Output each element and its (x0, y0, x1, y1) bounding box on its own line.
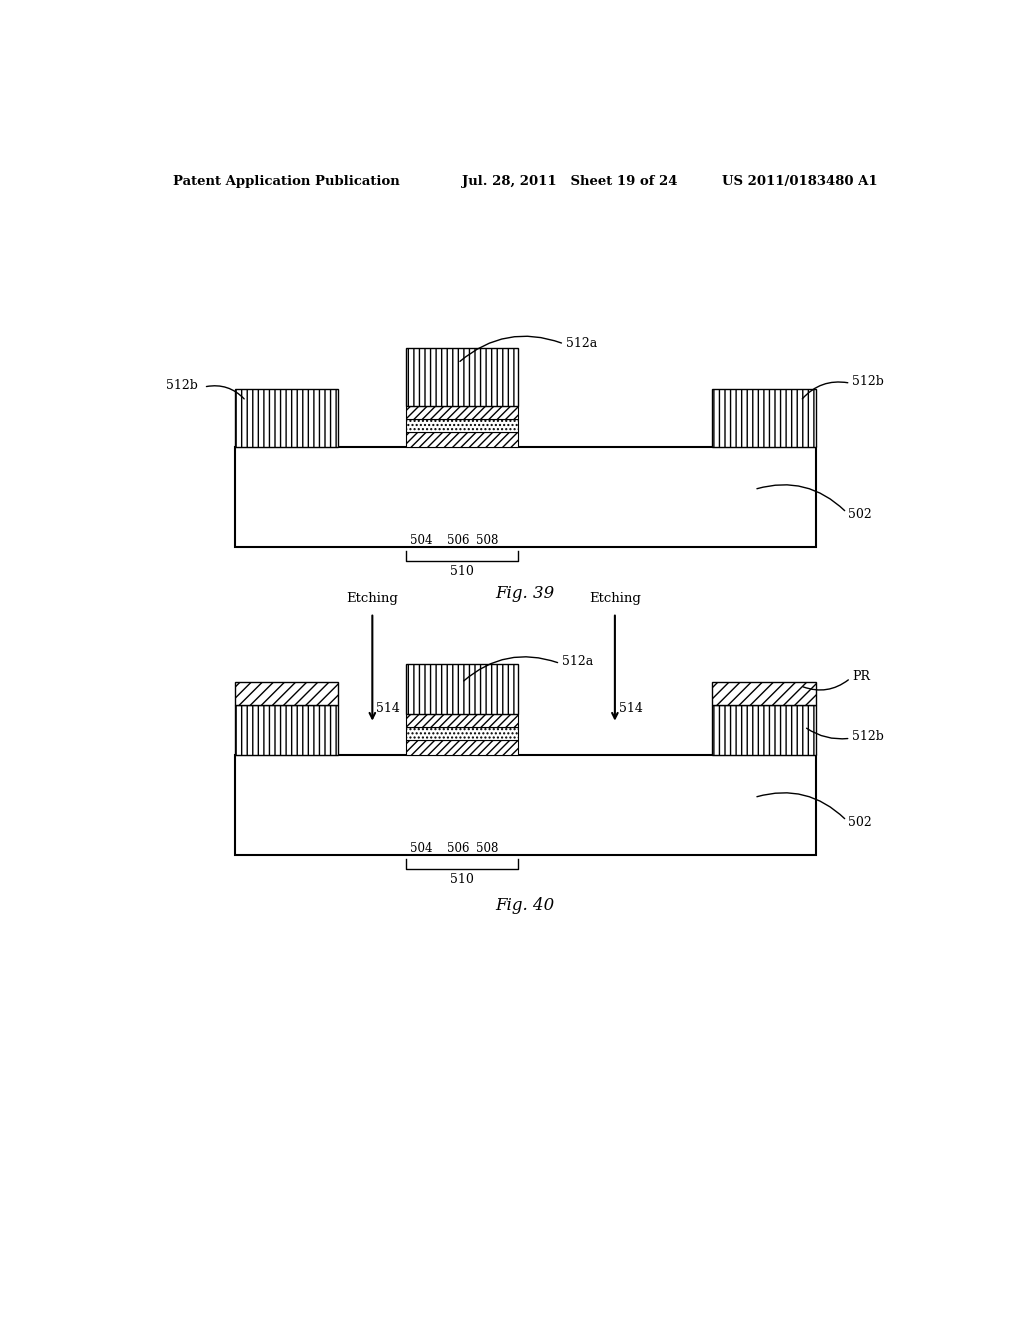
Text: Jul. 28, 2011   Sheet 19 of 24: Jul. 28, 2011 Sheet 19 of 24 (462, 176, 677, 187)
Text: 502: 502 (848, 816, 872, 829)
Text: 506: 506 (446, 535, 469, 548)
Text: 508: 508 (475, 535, 498, 548)
Bar (407, 432, 518, 447)
Text: 512a: 512a (565, 338, 597, 351)
Text: 510: 510 (450, 873, 473, 886)
Text: 502: 502 (848, 508, 872, 520)
Bar (407, 348, 518, 405)
Bar (712, 682, 816, 705)
Text: Patent Application Publication: Patent Application Publication (173, 176, 399, 187)
Text: 512b: 512b (852, 730, 884, 743)
Bar (407, 664, 518, 714)
Text: 514: 514 (618, 702, 643, 714)
Text: 504: 504 (410, 842, 432, 855)
Text: Etching: Etching (589, 591, 641, 605)
Text: 506: 506 (446, 842, 469, 855)
Bar (234, 447, 816, 548)
Bar (407, 420, 518, 432)
Text: 510: 510 (450, 565, 473, 578)
Text: 508: 508 (475, 842, 498, 855)
Bar (407, 405, 518, 420)
Bar (712, 705, 816, 755)
Bar (407, 739, 518, 755)
Text: PR: PR (852, 671, 870, 684)
Bar (407, 727, 518, 739)
Text: 512a: 512a (562, 656, 593, 668)
Text: 512b: 512b (167, 379, 199, 392)
Bar (407, 714, 518, 727)
Bar (234, 755, 816, 855)
Bar (234, 682, 339, 705)
Text: 504: 504 (410, 535, 432, 548)
Text: US 2011/0183480 A1: US 2011/0183480 A1 (722, 176, 878, 187)
Text: 514: 514 (376, 702, 400, 714)
Bar (234, 389, 339, 447)
Text: 512b: 512b (852, 375, 884, 388)
Text: Fig. 39: Fig. 39 (496, 585, 554, 602)
Bar (234, 705, 339, 755)
Text: Fig. 40: Fig. 40 (496, 896, 554, 913)
Text: Etching: Etching (346, 591, 398, 605)
Bar (712, 389, 816, 447)
